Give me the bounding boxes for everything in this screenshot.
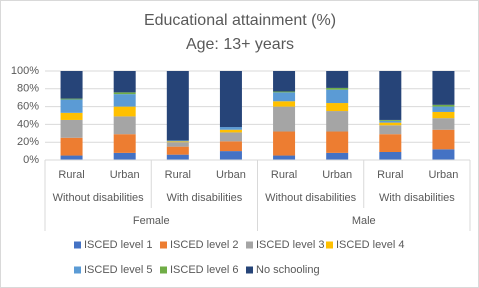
legend-marker bbox=[74, 266, 81, 274]
bar-segment bbox=[113, 71, 136, 93]
bar-segment bbox=[379, 134, 402, 152]
bar-segment bbox=[326, 103, 349, 112]
legend-label: ISCED level 1 bbox=[84, 239, 152, 251]
legend-label: ISCED level 4 bbox=[336, 239, 404, 251]
bar-segment bbox=[113, 134, 136, 153]
bar-segment bbox=[60, 71, 83, 99]
legend-label: ISCED level 3 bbox=[256, 239, 324, 251]
x-tick-label: Rural bbox=[377, 169, 403, 181]
bar-segment bbox=[113, 92, 136, 95]
bar-segment bbox=[379, 120, 402, 123]
supergroup-label: Male bbox=[352, 215, 376, 227]
y-tick-label: 80% bbox=[17, 83, 39, 95]
bar-segment bbox=[219, 141, 242, 152]
chart-title: Educational attainment (%) bbox=[144, 12, 336, 29]
legend-label: No schooling bbox=[256, 264, 320, 276]
bar-segment bbox=[60, 137, 83, 156]
bar-segment bbox=[113, 94, 136, 107]
bar-segment bbox=[166, 71, 189, 141]
x-tick-label: Urban bbox=[428, 169, 458, 181]
bar-segment bbox=[60, 119, 83, 138]
bar-segment bbox=[379, 125, 402, 135]
bar-segment bbox=[219, 132, 242, 142]
bar-segment bbox=[326, 111, 349, 132]
bar-segment bbox=[166, 141, 189, 143]
legend-marker bbox=[326, 241, 333, 249]
legend-marker bbox=[160, 266, 167, 274]
x-tick-label: Rural bbox=[271, 169, 297, 181]
y-tick-label: 60% bbox=[17, 101, 39, 113]
bar-segment bbox=[273, 131, 296, 156]
group-label: Without disabilities bbox=[53, 192, 145, 204]
bar-segment bbox=[60, 155, 83, 160]
bar-segment bbox=[432, 104, 455, 107]
x-tick-label: Rural bbox=[165, 169, 191, 181]
bar-segment bbox=[273, 92, 296, 102]
bar-segment bbox=[60, 98, 83, 100]
legend-marker bbox=[74, 241, 81, 249]
bar-segment bbox=[432, 118, 455, 130]
legend-label: ISCED level 6 bbox=[170, 264, 238, 276]
bar-segment bbox=[113, 106, 136, 117]
bar-segment bbox=[379, 71, 402, 120]
bar-segment bbox=[326, 131, 349, 153]
bar-segment bbox=[432, 106, 455, 112]
legend-label: ISCED level 2 bbox=[170, 239, 238, 251]
legend-marker bbox=[246, 266, 253, 274]
bar-segment bbox=[432, 129, 455, 150]
legend-label: ISCED level 5 bbox=[84, 264, 152, 276]
bar-segment bbox=[326, 87, 349, 90]
bar-segment bbox=[219, 129, 242, 133]
chart-subtitle: Age: 13+ years bbox=[186, 36, 294, 53]
bar-segment bbox=[432, 111, 455, 119]
x-tick-label: Urban bbox=[110, 169, 140, 181]
bar-segment bbox=[166, 154, 189, 160]
group-label: With disabilities bbox=[379, 192, 455, 204]
bar-segment bbox=[326, 152, 349, 160]
y-tick-label: 100% bbox=[11, 65, 39, 77]
group-label: Without disabilities bbox=[265, 192, 357, 204]
bar-segment bbox=[166, 142, 189, 147]
bar-segment bbox=[113, 152, 136, 160]
bar-segment bbox=[166, 140, 189, 142]
bar-segment bbox=[326, 89, 349, 104]
legend-marker bbox=[160, 241, 167, 249]
bar-segment bbox=[326, 71, 349, 88]
bar-segment bbox=[273, 106, 296, 132]
x-tick-label: Urban bbox=[322, 169, 352, 181]
bar-segment bbox=[432, 149, 455, 160]
bar-segment bbox=[379, 122, 402, 126]
bar-segment bbox=[432, 71, 455, 105]
y-tick-label: 40% bbox=[17, 118, 39, 130]
legend-marker bbox=[246, 241, 253, 249]
bar-segment bbox=[219, 71, 242, 128]
bar-segment bbox=[273, 71, 296, 92]
bar-segment bbox=[219, 127, 242, 130]
bar-segment bbox=[60, 112, 83, 120]
bar-segment bbox=[60, 99, 83, 113]
supergroup-label: Female bbox=[133, 215, 170, 227]
y-tick-label: 20% bbox=[17, 136, 39, 148]
y-tick-label: 0% bbox=[23, 154, 39, 166]
bar-segment bbox=[273, 101, 296, 107]
bar-segment bbox=[379, 151, 402, 160]
group-label: With disabilities bbox=[166, 192, 242, 204]
x-tick-label: Urban bbox=[216, 169, 246, 181]
bar-segment bbox=[273, 91, 296, 93]
bar-segment bbox=[166, 146, 189, 155]
bar-segment bbox=[379, 119, 402, 121]
bar-segment bbox=[113, 116, 136, 135]
bar-segment bbox=[273, 155, 296, 160]
x-tick-label: Rural bbox=[58, 169, 84, 181]
bar-segment bbox=[219, 151, 242, 160]
